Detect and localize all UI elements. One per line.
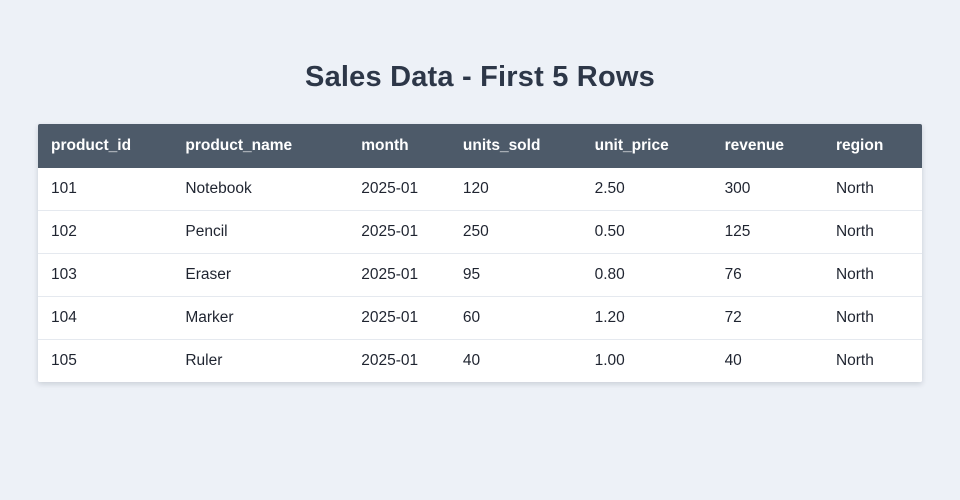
table-cell: 101 bbox=[38, 168, 173, 211]
table-container: product_id product_name month units_sold uni… bbox=[38, 124, 922, 382]
table-cell: North bbox=[822, 253, 922, 297]
data-table: product_id product_name month units_sold uni… bbox=[38, 124, 922, 382]
table-cell: North bbox=[822, 168, 922, 211]
table-cell: 103 bbox=[38, 253, 173, 297]
table-cell: Ruler bbox=[172, 339, 349, 382]
page-title: Sales Data - First 5 Rows bbox=[305, 61, 655, 93]
table-cell: 1.20 bbox=[581, 296, 712, 340]
table-cell: 95 bbox=[449, 253, 582, 297]
table-cell: 2025-01 bbox=[348, 210, 450, 254]
table-body: 101 Notebook 2025-01 120 2.50 300 North 102 Penc… bbox=[38, 168, 922, 382]
column-header: month bbox=[348, 124, 450, 168]
table-header: product_id product_name month units_sold uni… bbox=[38, 124, 922, 168]
table-cell: 1.00 bbox=[581, 339, 712, 382]
column-header: region bbox=[822, 124, 922, 168]
table-cell: Notebook bbox=[172, 168, 349, 211]
table-cell: North bbox=[822, 339, 922, 382]
table-cell: North bbox=[822, 210, 922, 254]
column-header: unit_price bbox=[581, 124, 712, 168]
table-cell: 2.50 bbox=[581, 168, 712, 211]
table-cell: Marker bbox=[172, 296, 349, 340]
column-header: units_sold bbox=[449, 124, 582, 168]
table-cell: Eraser bbox=[172, 253, 349, 297]
table-cell: 300 bbox=[711, 168, 823, 211]
table-row: 103 Eraser 2025-01 95 0.80 76 North bbox=[38, 253, 922, 297]
table-cell: 60 bbox=[449, 296, 582, 340]
table-cell: 2025-01 bbox=[348, 168, 450, 211]
table-cell: 105 bbox=[38, 339, 173, 382]
table-cell: 2025-01 bbox=[348, 253, 450, 297]
table-cell: 120 bbox=[449, 168, 582, 211]
table-cell: 72 bbox=[711, 296, 823, 340]
column-header: product_name bbox=[172, 124, 349, 168]
table-cell: North bbox=[822, 296, 922, 340]
table-cell: 125 bbox=[711, 210, 823, 254]
page: Sales Data - First 5 Rows product_id prod… bbox=[38, 61, 922, 382]
table-cell: Pencil bbox=[172, 210, 349, 254]
table-row: 101 Notebook 2025-01 120 2.50 300 North bbox=[38, 168, 922, 211]
table-row: 105 Ruler 2025-01 40 1.00 40 North bbox=[38, 339, 922, 382]
table-cell: 0.80 bbox=[581, 253, 712, 297]
table-cell: 104 bbox=[38, 296, 173, 340]
table-row: 104 Marker 2025-01 60 1.20 72 North bbox=[38, 296, 922, 340]
table-cell: 0.50 bbox=[581, 210, 712, 254]
table-cell: 2025-01 bbox=[348, 339, 450, 382]
table-cell: 40 bbox=[711, 339, 823, 382]
column-header: product_id bbox=[38, 124, 173, 168]
column-header: revenue bbox=[711, 124, 823, 168]
table-cell: 102 bbox=[38, 210, 173, 254]
table-row: 102 Pencil 2025-01 250 0.50 125 North bbox=[38, 210, 922, 254]
table-cell: 2025-01 bbox=[348, 296, 450, 340]
table-cell: 76 bbox=[711, 253, 823, 297]
table-cell: 250 bbox=[449, 210, 582, 254]
table-header-row: product_id product_name month units_sold uni… bbox=[38, 124, 922, 168]
table-cell: 40 bbox=[449, 339, 582, 382]
